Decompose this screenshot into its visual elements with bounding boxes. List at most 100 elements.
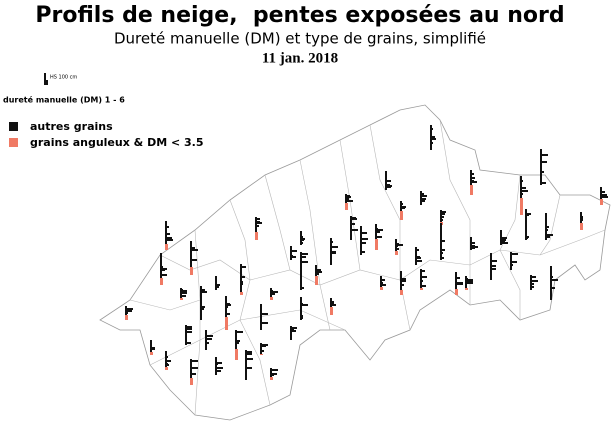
profile-layer (162, 268, 167, 270)
profile-weak (160, 278, 163, 285)
profile-weak (260, 354, 263, 355)
profile-layer (352, 217, 356, 219)
profile-base (315, 265, 317, 285)
profile-layer (202, 306, 205, 308)
profile-layer (302, 304, 308, 306)
profile-weak (255, 232, 258, 240)
profile-base (500, 230, 502, 245)
profile-base (245, 350, 247, 380)
profile-layer (272, 291, 278, 293)
profile-layer (302, 261, 308, 263)
profile-layer (242, 276, 245, 278)
profile-layer (492, 260, 497, 262)
profile-layer (257, 218, 260, 220)
profile-layer (397, 245, 398, 247)
profile-layer (347, 200, 353, 202)
profile-base (470, 170, 472, 195)
profile-base (350, 216, 352, 240)
profile-weak (125, 315, 128, 320)
profile-layer (422, 276, 427, 278)
profile-layer (217, 286, 219, 288)
profile-layer (467, 278, 468, 280)
profile-layer (262, 344, 268, 346)
profile-base (380, 276, 382, 290)
profile-base (415, 247, 417, 265)
profile-weak (180, 298, 183, 300)
profile-base (345, 194, 347, 210)
profile-weak (520, 198, 523, 215)
profile-layer (422, 198, 426, 200)
profile-layer (442, 219, 443, 221)
profile-layer (182, 295, 186, 297)
profile-base (400, 271, 402, 295)
profile-layer (257, 222, 262, 224)
profile-layer (202, 308, 204, 310)
profile-weak (345, 203, 348, 210)
profile-layer (442, 249, 445, 251)
profile-layer (442, 240, 445, 242)
profile-layer (467, 279, 473, 281)
legend-label: grains anguleux & DM < 3.5 (30, 136, 204, 149)
profile-layer (542, 182, 546, 184)
profile-layer (397, 243, 399, 245)
profile-layer (317, 272, 318, 274)
profile-layer (302, 238, 305, 240)
profile-weak (165, 367, 168, 370)
profile-layer (332, 251, 336, 253)
country-outline (99, 104, 611, 421)
profile-layer (602, 196, 605, 198)
profile-weak (400, 290, 403, 295)
hardness-label: dureté manuelle (DM) 1 - 6 (3, 95, 125, 105)
profile-layer (302, 315, 303, 317)
profile-weak (270, 297, 273, 300)
profile-layer (472, 247, 475, 249)
profile-layer (502, 242, 508, 244)
profile-layer (442, 257, 444, 259)
profile-base (205, 330, 207, 350)
profile-layer (167, 356, 168, 358)
profile-layer (182, 289, 183, 291)
profile-layer (187, 342, 191, 344)
profile-layer (362, 232, 367, 234)
profile-layer (262, 322, 268, 324)
profile-weak (330, 307, 333, 315)
profile-weak (400, 211, 403, 220)
profile-base (440, 210, 442, 225)
legend-swatch (9, 122, 18, 131)
profile-base (260, 304, 262, 330)
profile-layer (542, 161, 547, 163)
profile-layer (317, 269, 321, 271)
profile-layer (547, 226, 549, 228)
profile-weak (580, 223, 583, 230)
profile-layer (217, 367, 223, 369)
profile-layer (362, 242, 366, 244)
profile-weak (455, 289, 458, 295)
profile-base (360, 226, 362, 255)
profile-layer (422, 200, 425, 202)
profile-layer (167, 233, 170, 235)
region-boundaries (129, 119, 606, 416)
date: 11 jan. 2018 (262, 50, 338, 66)
profile-layer (547, 236, 550, 238)
profile-layer (332, 246, 338, 248)
profile-base (525, 209, 527, 240)
profile-layer (402, 278, 404, 280)
profile-layer (472, 242, 475, 244)
profile-layer (422, 195, 427, 197)
profile-base (255, 217, 257, 240)
profile-weak (235, 349, 238, 360)
profile-layer (127, 308, 131, 310)
profile-layer (492, 265, 496, 267)
profile-base (200, 286, 202, 320)
profile-layer (292, 328, 294, 330)
profile-layer (522, 190, 528, 192)
profile-layer (167, 363, 168, 365)
profile-layer (182, 292, 187, 294)
profile-layer (492, 268, 496, 270)
profiles (125, 125, 608, 385)
profile-base (440, 223, 442, 260)
profile-base (235, 330, 237, 360)
profile-layer (302, 242, 303, 244)
profile-layer (362, 238, 368, 240)
